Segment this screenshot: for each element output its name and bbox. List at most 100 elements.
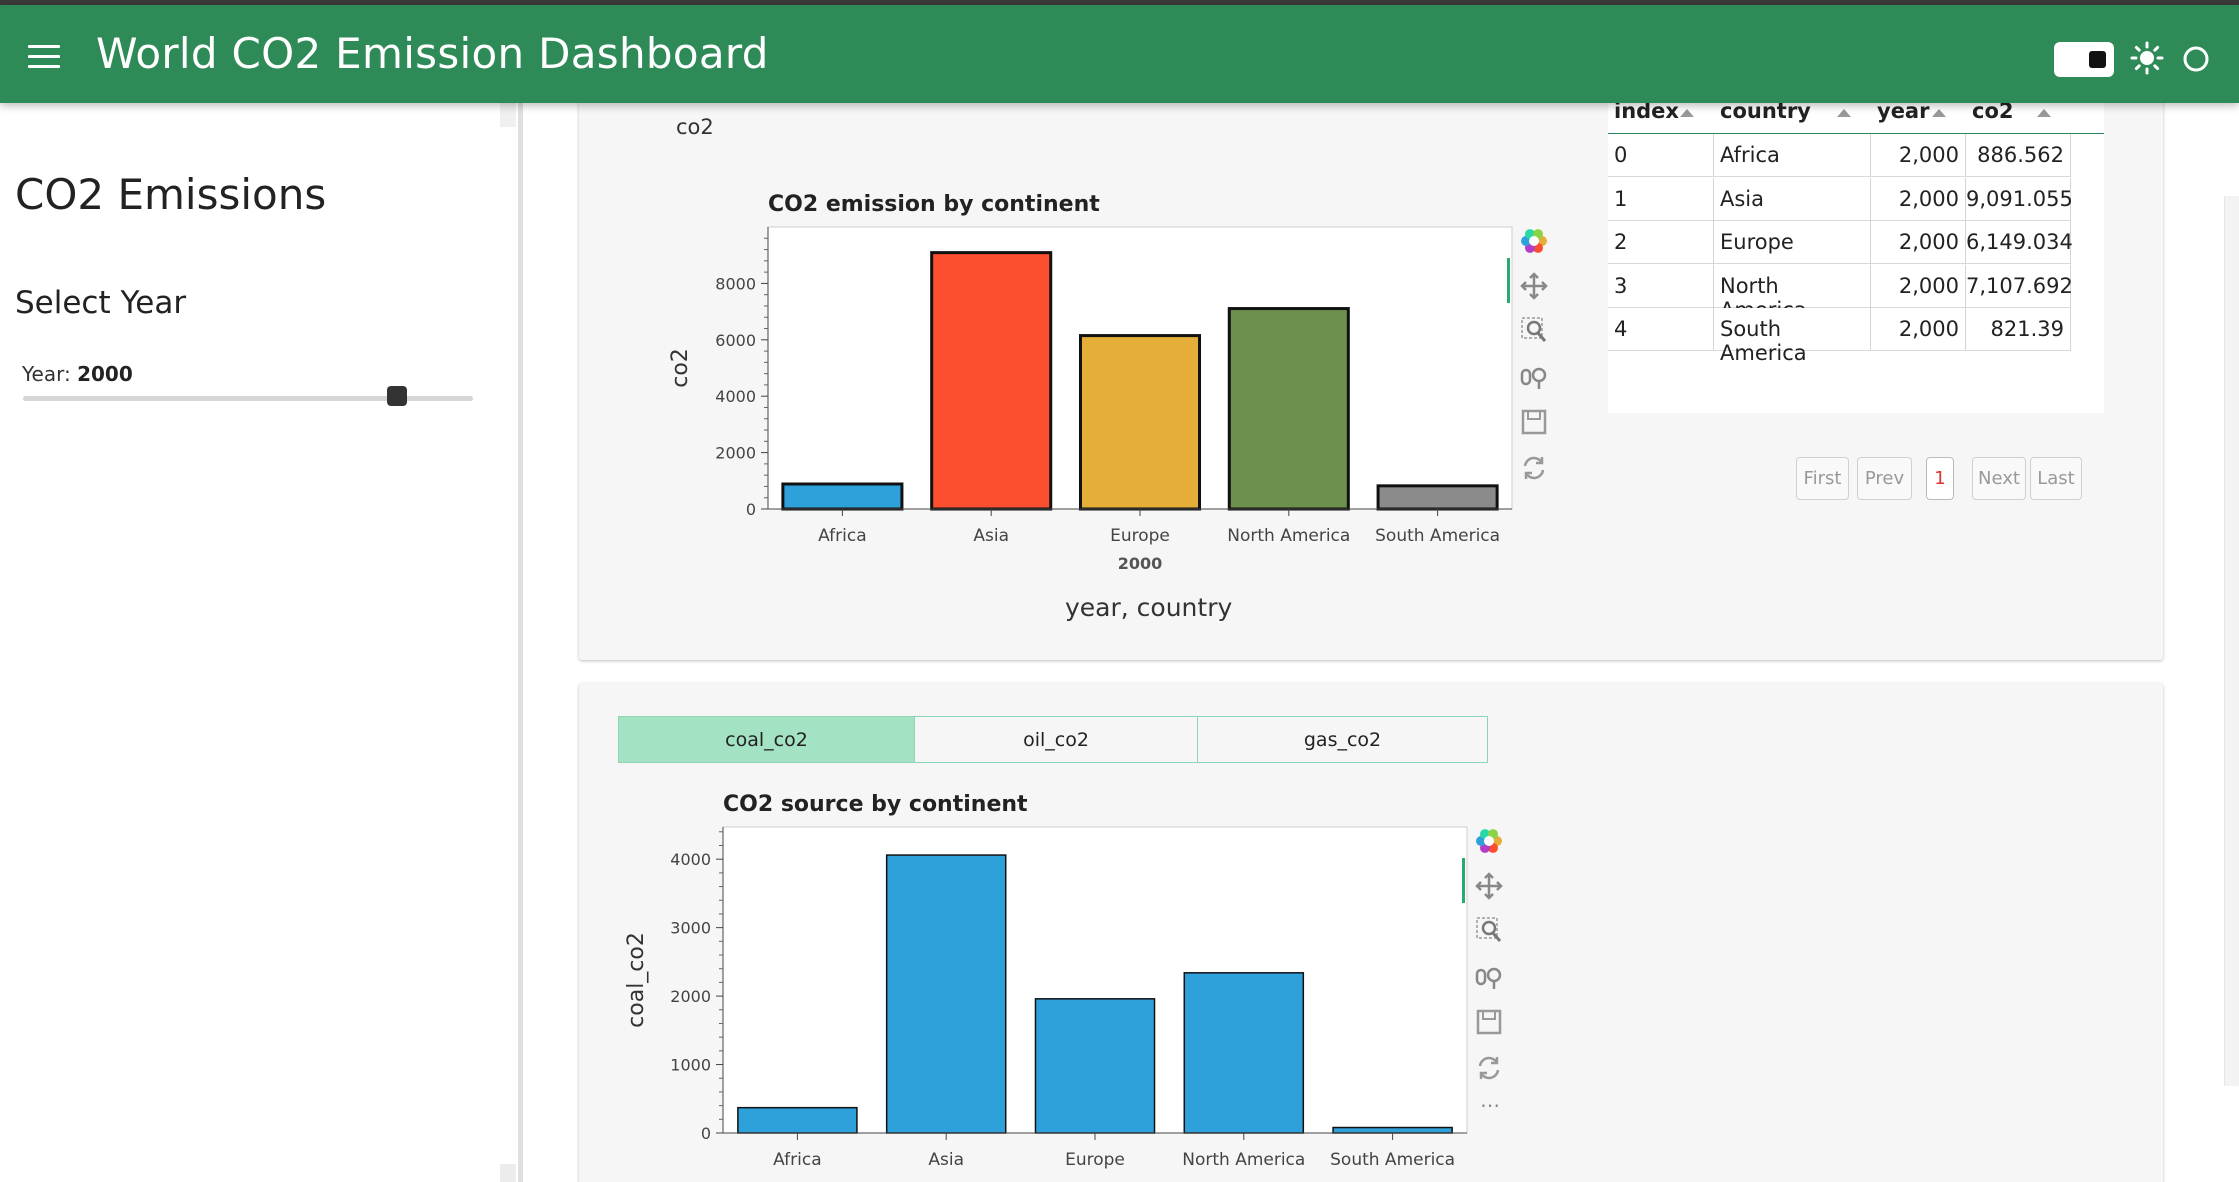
pagination-first-button[interactable]: First [1796, 457, 1849, 500]
pan-icon[interactable] [1474, 871, 1504, 901]
table-cell-country[interactable]: North America [1714, 264, 1871, 322]
sort-arrow-icon[interactable] [2037, 109, 2051, 117]
more-tools-icon[interactable]: ⋯ [1480, 1095, 1501, 1117]
pagination-next-button[interactable]: Next [1972, 457, 2026, 500]
bar-north-america[interactable] [1227, 307, 1350, 511]
y-tick-label: 4000 [715, 387, 756, 406]
table-cell-co2[interactable]: 9,091.055 [1966, 177, 2073, 221]
co2-source-chart[interactable]: 0 1000 2000 3000 4000 coal_co2 Africa Asia Europ… [615, 815, 1495, 1182]
box-zoom-icon[interactable] [1474, 915, 1504, 945]
column-header-index[interactable]: index [1608, 95, 1714, 133]
table-cell-co2[interactable]: 821.39 [1966, 308, 2071, 352]
wheel-zoom-icon[interactable] [1474, 962, 1504, 992]
table-cell-index[interactable]: 4 [1608, 308, 1714, 352]
column-header-label: index [1614, 99, 1679, 123]
sort-arrow-icon[interactable] [1680, 109, 1694, 117]
tab-oil-co2[interactable]: oil_co2 [914, 716, 1198, 763]
theme-toggle-switch[interactable] [2054, 42, 2114, 77]
tab-coal-co2[interactable]: coal_co2 [618, 716, 915, 763]
co2-emission-chart[interactable]: 0 2000 4000 6000 8000 co2 Africa Asia Europe Nort… [660, 215, 1520, 590]
pagination-last-button[interactable]: Last [2030, 457, 2082, 500]
y-tick-label: 8000 [715, 274, 756, 293]
y-axis-label: co2 [668, 348, 693, 388]
wheel-zoom-icon[interactable] [1519, 362, 1549, 392]
bar-asia[interactable] [930, 251, 1053, 511]
year-slider-label: Year: 2000 [22, 362, 133, 386]
sort-arrow-icon[interactable] [1932, 109, 1946, 117]
pagination-prev-button[interactable]: Prev [1857, 457, 1912, 500]
y-tick-label: 4000 [670, 850, 711, 869]
table-cell-country[interactable]: Europe [1714, 221, 1871, 265]
table-cell-country[interactable]: South America [1714, 308, 1871, 365]
year-slider-value: 2000 [77, 362, 133, 386]
pan-icon[interactable] [1519, 271, 1549, 301]
bar-europe[interactable] [1078, 334, 1202, 511]
bar-africa[interactable] [781, 482, 904, 511]
chart1-title: CO2 emission by continent [768, 192, 1100, 217]
year-slider-track[interactable] [23, 396, 473, 401]
toggle-knob [2089, 51, 2106, 68]
y-tick-label: 3000 [670, 919, 711, 938]
column-header-co2[interactable]: co2 [1966, 95, 2071, 133]
table-cell-index[interactable]: 1 [1608, 177, 1714, 221]
hamburger-menu-icon[interactable] [28, 45, 60, 69]
x-tick-label: Europe [1065, 1150, 1125, 1170]
sidebar-scrollbar-bottom[interactable] [500, 1164, 516, 1182]
column-header-label: year [1877, 99, 1930, 123]
table-cell-country[interactable]: Asia [1714, 177, 1871, 221]
column-header-year[interactable]: year [1871, 95, 1966, 133]
bar-south-america[interactable] [1376, 484, 1499, 511]
y-axis-label: coal_co2 [624, 932, 649, 1028]
source-tab-bar: coal_co2 oil_co2 gas_co2 [618, 716, 1488, 763]
column-header-country[interactable]: country [1714, 95, 1871, 133]
x-tick-label: Africa [773, 1150, 822, 1170]
active-tool-indicator [1462, 858, 1465, 903]
sidebar-subtitle: Select Year [15, 285, 187, 321]
table-cell-year[interactable]: 2,000 [1871, 308, 1966, 352]
sun-icon[interactable] [2130, 41, 2164, 75]
pagination-1-button[interactable]: 1 [1926, 457, 1954, 500]
box-zoom-icon[interactable] [1519, 315, 1549, 345]
x-tick-label: Asia [973, 526, 1009, 546]
chart1-xaxis-caption: year, country [1065, 593, 1233, 622]
circle-status-icon [2183, 46, 2209, 72]
bar-asia[interactable] [885, 854, 1007, 1134]
main-scrollbar[interactable] [2224, 196, 2239, 1086]
column-header-label: country [1720, 99, 1811, 123]
bar-north-america[interactable] [1183, 972, 1305, 1134]
y-tick-label: 2000 [715, 444, 756, 463]
table-cell-co2[interactable]: 886.562 [1966, 134, 2071, 177]
x-tick-label: Europe [1110, 526, 1170, 546]
bar-europe[interactable] [1034, 998, 1156, 1134]
table-cell-index[interactable]: 0 [1608, 134, 1714, 177]
bokeh-logo-icon[interactable] [1474, 826, 1504, 856]
y-tick-label: 2000 [670, 987, 711, 1006]
bar-south-america[interactable] [1332, 1126, 1453, 1134]
table-cell-co2[interactable]: 6,149.034 [1966, 221, 2073, 265]
chart2-title: CO2 source by continent [723, 792, 1028, 817]
bar-africa[interactable] [737, 1106, 858, 1134]
table-cell-index[interactable]: 3 [1608, 264, 1714, 308]
app-header: World CO2 Emission Dashboard [0, 5, 2239, 103]
column-header-label: co2 [1972, 99, 2014, 123]
year-slider-handle[interactable] [386, 386, 407, 406]
y-tick-label: 0 [746, 500, 756, 519]
table-cell-index[interactable]: 2 [1608, 221, 1714, 265]
co2-widget-caption: co2 [676, 115, 714, 139]
save-icon[interactable] [1474, 1007, 1504, 1037]
table-cell-year[interactable]: 2,000 [1871, 134, 1966, 177]
table-cell-country[interactable]: Africa [1714, 134, 1871, 177]
save-icon[interactable] [1519, 407, 1549, 437]
reset-icon[interactable] [1519, 453, 1549, 483]
table-cell-year[interactable]: 2,000 [1871, 221, 1966, 265]
table-cell-year[interactable]: 2,000 [1871, 264, 1966, 308]
sort-arrow-icon[interactable] [1837, 109, 1851, 117]
table-cell-year[interactable]: 2,000 [1871, 177, 1966, 221]
sidebar-scrollbar-top[interactable] [500, 103, 516, 127]
reset-icon[interactable] [1474, 1053, 1504, 1083]
tab-gas-co2[interactable]: gas_co2 [1197, 716, 1488, 763]
bokeh-logo-icon[interactable] [1519, 226, 1549, 256]
table-cell-co2[interactable]: 7,107.692 [1966, 264, 2073, 308]
x-tick-label: Africa [818, 526, 867, 546]
sidebar-divider [518, 103, 523, 1182]
